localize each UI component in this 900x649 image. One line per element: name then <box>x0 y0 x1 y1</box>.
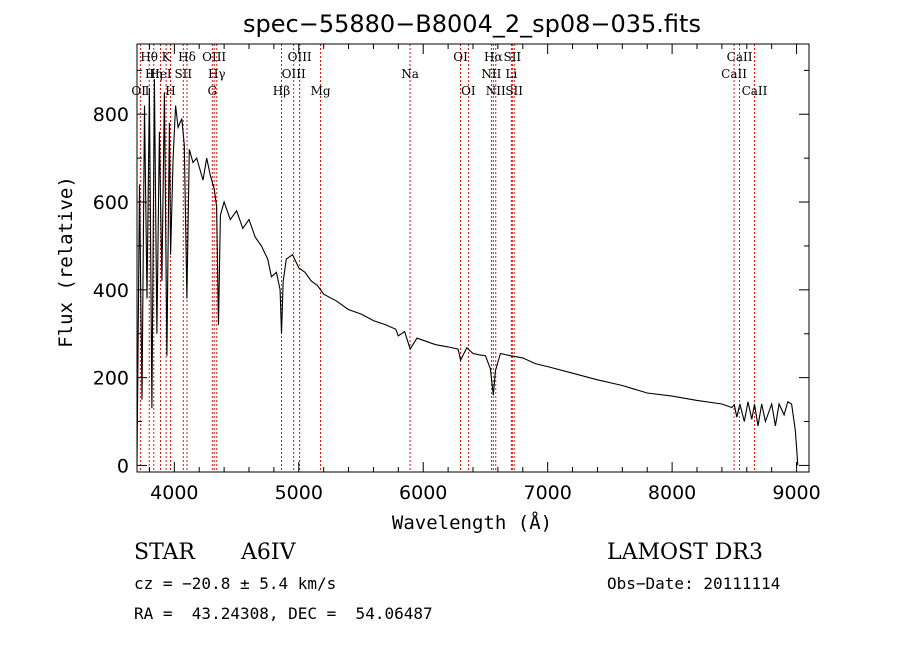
line-label-21: Li <box>505 67 517 81</box>
emission-line-markers <box>139 44 755 472</box>
y-axis-label: Flux (relative) <box>55 176 77 348</box>
x-tick-label-0: 4000 <box>150 482 198 504</box>
line-label-17: OI <box>461 84 476 98</box>
line-label-16: OI <box>453 50 468 64</box>
x-axis-ticks: 4000 5000 6000 7000 8000 9000 <box>148 44 821 504</box>
object-class: STAR <box>134 540 195 565</box>
line-label-13: OIII <box>288 50 312 64</box>
x-tick-label-3: 7000 <box>523 482 571 504</box>
y-tick-label-4: 800 <box>93 104 129 126</box>
y-tick-label-0: 0 <box>117 455 129 477</box>
y-tick-label-2: 400 <box>93 280 129 302</box>
observation-date: Obs−Date: 20111114 <box>607 574 781 593</box>
line-label-1: Hθ <box>140 50 158 64</box>
x-tick-label-5: 9000 <box>772 482 820 504</box>
redshift-velocity: cz = −20.8 ± 5.4 km/s <box>134 574 337 593</box>
x-tick-label-2: 6000 <box>399 482 447 504</box>
line-label-20: NII <box>486 84 506 98</box>
chart-title: spec−55880−B8004_2_sp08−035.fits <box>243 10 701 38</box>
line-label-19: Hα <box>484 50 503 64</box>
line-label-24: CaII <box>721 67 747 81</box>
line-label-7: Hδ <box>178 50 196 64</box>
line-label-0: OⅡ <box>131 84 149 98</box>
survey-name: LAMOST DR3 <box>607 540 763 565</box>
x-tick-label-4: 8000 <box>648 482 696 504</box>
y-tick-label-3: 600 <box>93 192 129 214</box>
line-label-6: SII <box>174 67 192 81</box>
object-subclass: A6IV <box>241 540 296 565</box>
sky-coordinates: RA = 43.24308, DEC = 54.06487 <box>134 604 433 623</box>
y-axis-ticks: 0 200 400 600 800 <box>93 69 809 477</box>
spectrum-plot: spec−55880−B8004_2_sp08−035.fits OⅡHθHηH… <box>55 10 821 534</box>
line-label-14: Mg <box>311 84 331 98</box>
x-axis-label: Wavelength (Å) <box>392 511 552 534</box>
line-label-25: CaII <box>727 50 753 64</box>
line-label-18: NII <box>481 67 501 81</box>
plot-frame <box>136 43 810 473</box>
line-label-4: K <box>162 50 172 64</box>
line-label-11: Hβ <box>273 84 290 98</box>
line-label-15: Na <box>401 67 419 81</box>
line-label-10: G <box>207 84 217 98</box>
y-tick-label-1: 200 <box>93 368 129 390</box>
line-label-23: SII <box>505 84 523 98</box>
flux-trace <box>136 79 799 466</box>
line-label-2: Hη <box>145 67 163 81</box>
line-label-26: CaII <box>742 84 768 98</box>
line-label-8: OIII <box>202 50 226 64</box>
line-label-22: SII <box>503 50 521 64</box>
line-label-9: Hγ <box>208 67 226 81</box>
line-label-5: H <box>165 84 175 98</box>
x-tick-label-1: 5000 <box>275 482 323 504</box>
line-label-12: OIII <box>282 67 306 81</box>
line-label-3: HeI <box>149 67 172 81</box>
